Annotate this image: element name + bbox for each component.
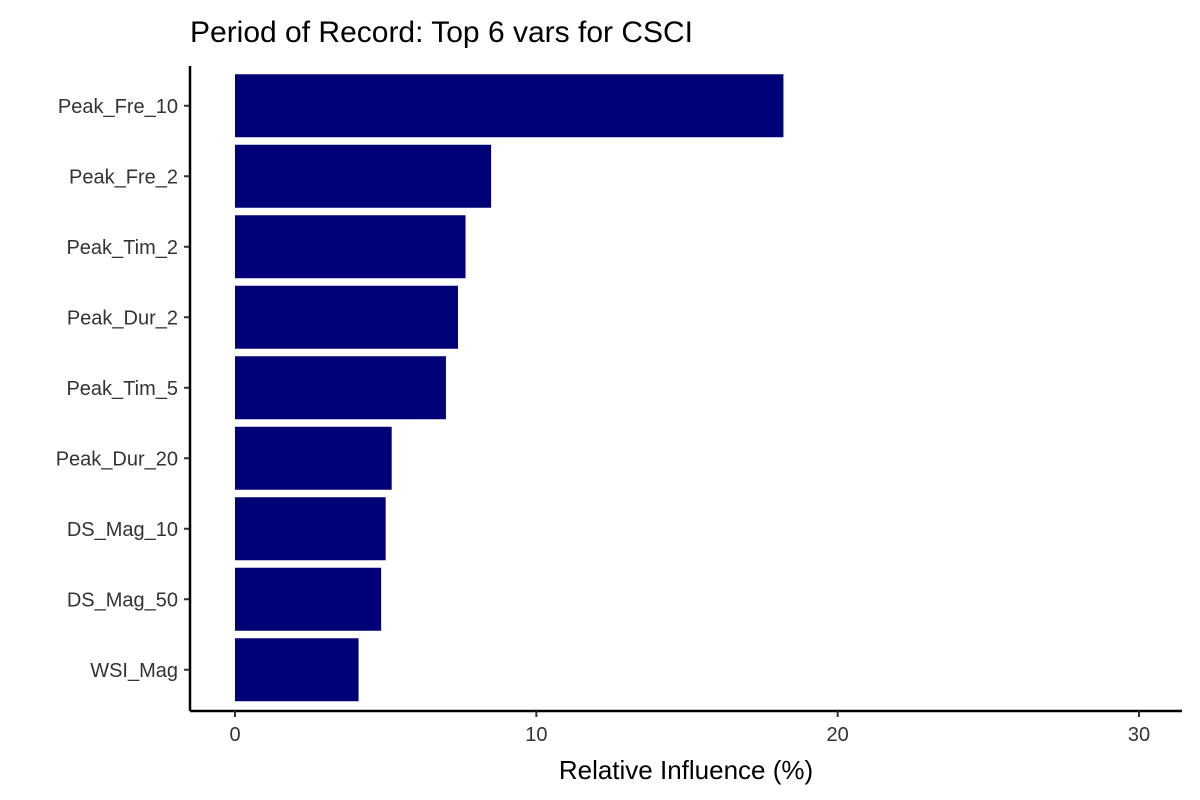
bar-peak-fre-10	[235, 74, 784, 138]
y-tick-label: Peak_Tim_2	[66, 237, 178, 259]
bar-wsi-mag	[235, 638, 359, 702]
x-axis: 0 10 20 30	[190, 709, 1182, 746]
y-tick-label: Peak_Dur_20	[56, 448, 178, 470]
y-tick-label: DS_Mag_50	[67, 589, 178, 611]
bars-group	[235, 74, 784, 702]
bar-peak-tim-5	[235, 356, 446, 420]
bar-ds-mag-50	[235, 567, 382, 631]
bar-ds-mag-10	[235, 497, 386, 561]
x-tick-label: 20	[827, 724, 849, 746]
x-axis-label: Relative Influence (%)	[559, 755, 813, 785]
y-tick-label: WSI_Mag	[90, 660, 178, 682]
x-tick-label: 0	[229, 724, 240, 746]
bar-peak-dur-2	[235, 285, 458, 349]
bar-peak-fre-2	[235, 144, 492, 208]
y-tick-label: Peak_Dur_2	[67, 307, 178, 329]
y-tick-label: Peak_Fre_2	[69, 166, 178, 188]
y-tick-label: Peak_Tim_5	[66, 378, 178, 400]
y-axis: Peak_Fre_10 Peak_Fre_2 Peak_Tim_2 Peak_Dur_…	[56, 66, 192, 711]
bar-peak-dur-20	[235, 426, 392, 490]
x-tick-label: 10	[525, 724, 547, 746]
x-tick-label: 30	[1128, 724, 1150, 746]
y-tick-label: Peak_Fre_10	[58, 96, 178, 118]
bar-peak-tim-2	[235, 215, 466, 279]
chart-title: Period of Record: Top 6 vars for CSCI	[190, 16, 693, 49]
y-tick-label: DS_Mag_10	[67, 519, 178, 541]
